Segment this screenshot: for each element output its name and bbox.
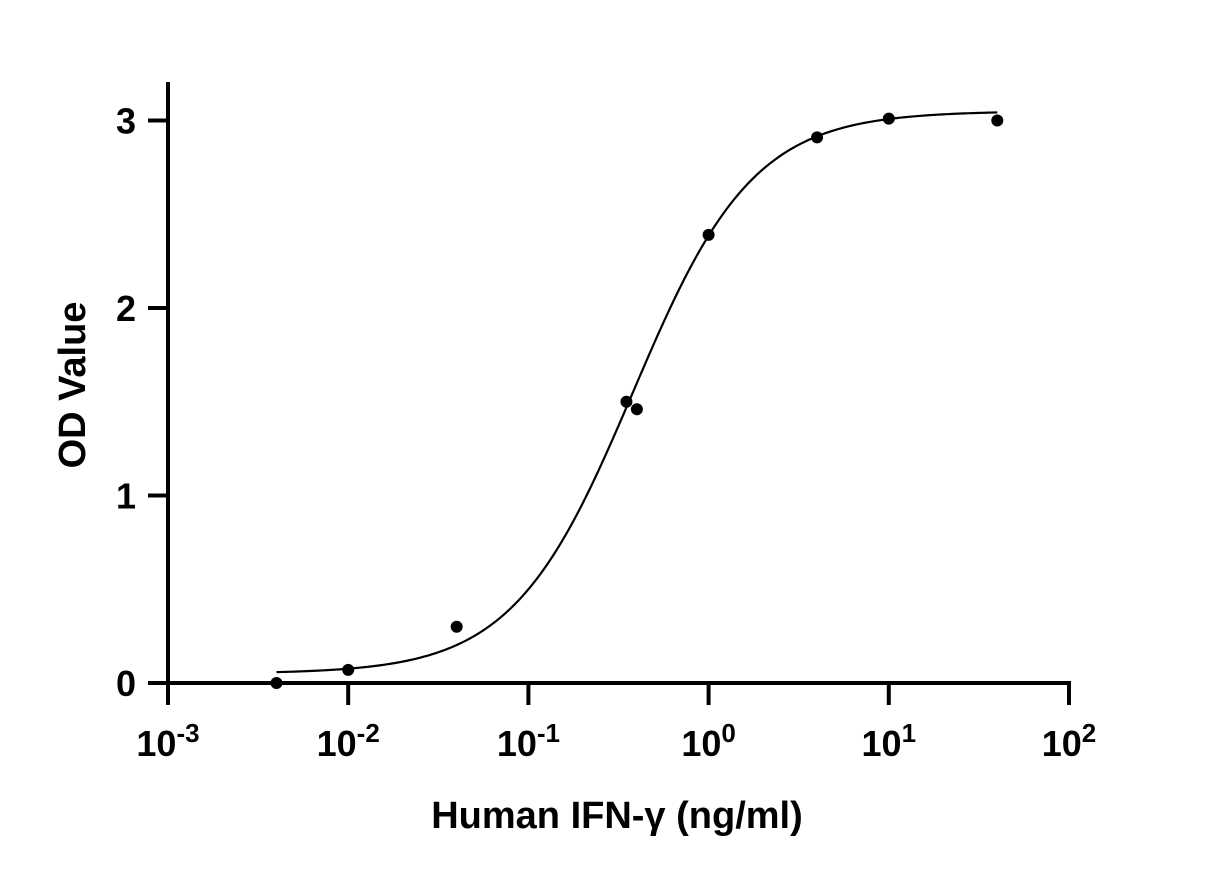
data-points bbox=[270, 112, 1004, 689]
data-point bbox=[811, 131, 824, 144]
y-tick-label: 0 bbox=[116, 663, 136, 704]
x-tick-label: 101 bbox=[862, 718, 917, 764]
x-axis: 10-3 10-2 10-1 100 101 102 bbox=[136, 681, 1097, 764]
x-tick-label: 100 bbox=[681, 718, 736, 764]
x-tick-label: 10-3 bbox=[136, 718, 199, 764]
data-point bbox=[620, 395, 633, 408]
data-point bbox=[342, 663, 355, 676]
y-tick-label: 1 bbox=[116, 476, 136, 517]
y-tick-label: 3 bbox=[116, 101, 136, 142]
y-tick-label: 2 bbox=[116, 288, 136, 329]
data-point bbox=[991, 114, 1004, 127]
data-point bbox=[450, 620, 463, 633]
data-point bbox=[270, 677, 283, 689]
data-point bbox=[882, 112, 895, 125]
x-tick-label: 10-2 bbox=[317, 718, 380, 764]
x-tick-label: 10-1 bbox=[497, 718, 560, 764]
y-axis: 0 1 2 3 bbox=[116, 82, 170, 704]
fit-curve bbox=[276, 111, 998, 674]
data-point bbox=[702, 228, 715, 241]
x-axis-title: Human IFN-γ (ng/ml) bbox=[431, 795, 803, 837]
x-tick-label: 102 bbox=[1042, 718, 1097, 764]
data-point bbox=[630, 403, 643, 416]
y-axis-title: OD Value bbox=[52, 302, 94, 469]
